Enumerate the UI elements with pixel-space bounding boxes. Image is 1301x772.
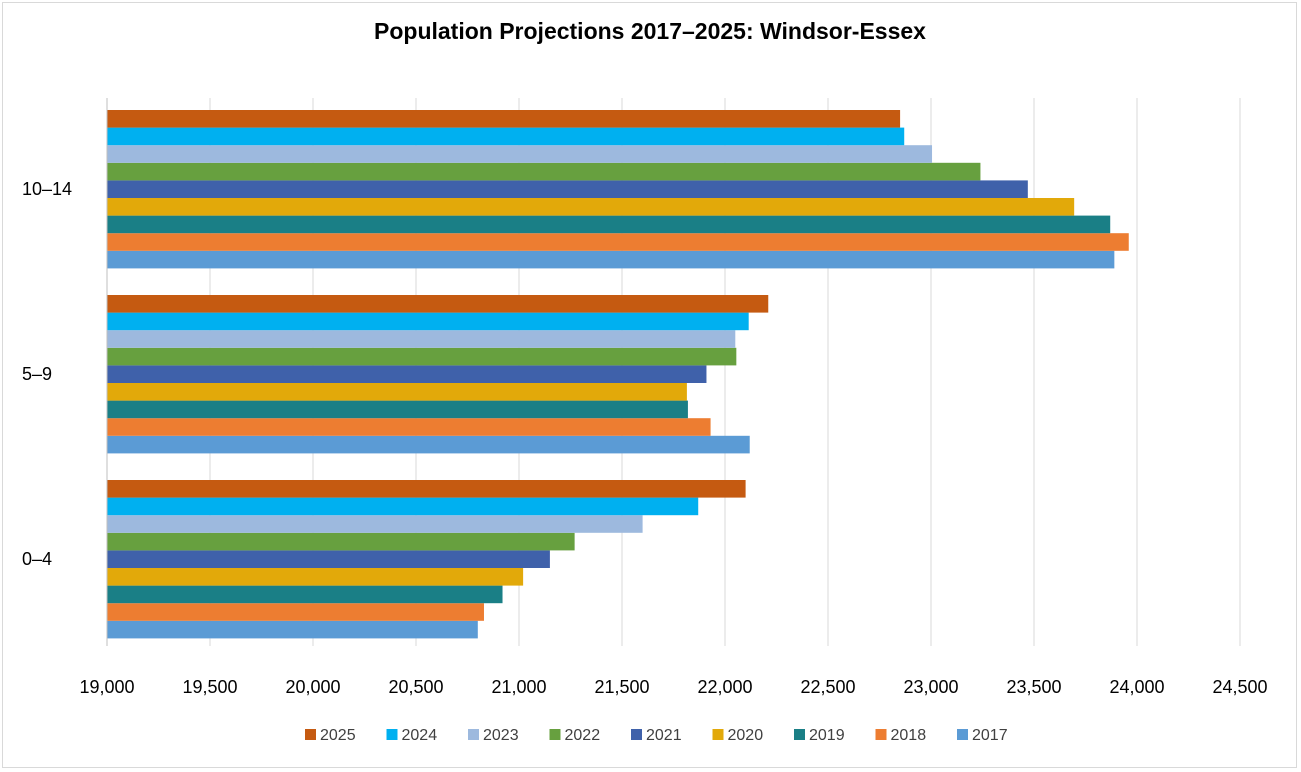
legend-label-2021: 2021 bbox=[646, 727, 682, 744]
x-tick-label-19000: 19,000 bbox=[79, 677, 134, 697]
x-tick-label-22000: 22,000 bbox=[697, 677, 752, 697]
bar-5-9-2018 bbox=[107, 418, 711, 436]
x-tick-label-21000: 21,000 bbox=[491, 677, 546, 697]
legend-label-2019: 2019 bbox=[809, 727, 845, 744]
bar-5-9-2023 bbox=[107, 330, 736, 348]
y-tick-label-10-14: 10–14 bbox=[22, 179, 72, 199]
legend-swatch-2025 bbox=[305, 729, 316, 740]
bar-0-4-2019 bbox=[107, 585, 503, 604]
y-axis: 0–4 5–9 10–14 bbox=[22, 98, 108, 646]
bar-0-4-2017 bbox=[107, 620, 478, 639]
bar-5-9-2024 bbox=[107, 312, 749, 331]
bar-5-9-2019 bbox=[107, 400, 688, 419]
bar-10-14-2021 bbox=[107, 180, 1028, 198]
bar-10-14-2019 bbox=[107, 215, 1111, 234]
x-tick-label-20500: 20,500 bbox=[388, 677, 443, 697]
legend-label-2023: 2023 bbox=[483, 727, 519, 744]
bar-0-4-2021 bbox=[107, 550, 550, 568]
legend-label-2017: 2017 bbox=[972, 727, 1008, 744]
x-tick-label-24000: 24,000 bbox=[1109, 677, 1164, 697]
bar-5-9-2020 bbox=[107, 383, 687, 401]
bar-10-14-2022 bbox=[107, 162, 981, 181]
x-tick-label-23500: 23,500 bbox=[1006, 677, 1061, 697]
bar-5-9-2017 bbox=[107, 435, 750, 454]
legend-swatch-2019 bbox=[794, 729, 805, 740]
bar-10-14-2024 bbox=[107, 127, 905, 146]
chart-title: Population Projections 2017–2025: Windso… bbox=[374, 18, 926, 44]
bar-0-4-2023 bbox=[107, 515, 643, 533]
bar-5-9-2025 bbox=[107, 295, 769, 313]
x-tick-label-19500: 19,500 bbox=[182, 677, 237, 697]
legend-label-2020: 2020 bbox=[728, 727, 764, 744]
x-tick-label-24500: 24,500 bbox=[1212, 677, 1267, 697]
x-tick-label-22500: 22,500 bbox=[800, 677, 855, 697]
legend-label-2025: 2025 bbox=[320, 727, 356, 744]
bar-5-9-2021 bbox=[107, 365, 707, 383]
legend-label-2018: 2018 bbox=[891, 727, 927, 744]
legend-label-2024: 2024 bbox=[402, 727, 438, 744]
bar-10-14-2020 bbox=[107, 198, 1075, 216]
bar-10-14-2018 bbox=[107, 233, 1129, 251]
legend-label-2022: 2022 bbox=[565, 727, 601, 744]
bar-10-14-2023 bbox=[107, 145, 933, 163]
bar-0-4-2020 bbox=[107, 568, 524, 586]
bar-0-4-2025 bbox=[107, 480, 746, 498]
x-axis: 19,000 19,500 20,000 20,500 21,000 21,500 22,0… bbox=[79, 677, 1267, 697]
bar-0-4-2022 bbox=[107, 532, 575, 551]
bar-0-4-2024 bbox=[107, 497, 699, 516]
legend-swatch-2021 bbox=[631, 729, 642, 740]
legend-swatch-2022 bbox=[549, 729, 561, 740]
x-tick-label-21500: 21,500 bbox=[594, 677, 649, 697]
bar-0-4-2018 bbox=[107, 603, 484, 621]
bar-10-14-2025 bbox=[107, 110, 901, 128]
x-tick-label-20000: 20,000 bbox=[285, 677, 340, 697]
legend-swatch-2020 bbox=[712, 729, 724, 740]
legend-swatch-2018 bbox=[875, 729, 887, 740]
bar-10-14-2017 bbox=[107, 250, 1115, 269]
legend: 2025 2024 2023 2022 2021 2020 2019 2018 2017 bbox=[305, 727, 1008, 744]
y-tick-label-5-9: 5–9 bbox=[22, 364, 52, 384]
bars bbox=[107, 110, 1129, 639]
x-tick-label-23000: 23,000 bbox=[903, 677, 958, 697]
bar-5-9-2022 bbox=[107, 347, 737, 366]
y-tick-label-0-4: 0–4 bbox=[22, 549, 52, 569]
legend-swatch-2024 bbox=[386, 729, 398, 740]
legend-swatch-2017 bbox=[957, 729, 968, 740]
legend-swatch-2023 bbox=[468, 729, 479, 740]
